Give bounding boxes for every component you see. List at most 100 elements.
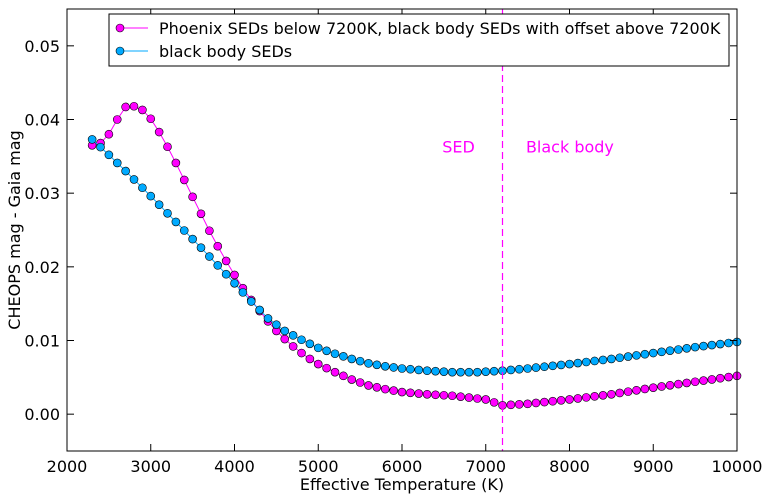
annotations: SED Black body	[442, 138, 614, 157]
series-point-0	[112, 115, 122, 124]
series-point-0	[280, 334, 290, 344]
series-point-1	[104, 150, 114, 160]
series-point-0	[355, 378, 365, 387]
series-point-0	[707, 375, 717, 384]
series-point-0	[213, 241, 223, 251]
series-point-1	[138, 183, 147, 193]
series-point-1	[573, 358, 583, 368]
series-point-1	[205, 252, 214, 261]
series-point-0	[171, 158, 181, 168]
series-point-1	[339, 352, 348, 361]
series-point-0	[715, 373, 725, 383]
series-point-1	[481, 367, 491, 376]
series-point-0	[665, 380, 675, 390]
series-point-1	[355, 356, 365, 366]
annotation-label: SED	[442, 138, 475, 157]
y-tick-label: 0.00	[24, 405, 60, 424]
series-point-0	[632, 385, 641, 395]
series-point-0	[188, 192, 197, 202]
series-point-1	[473, 367, 482, 377]
y-axis-title: CHEOPS mag - Gaia mag	[5, 130, 24, 329]
x-tick-label: 3000	[130, 457, 171, 476]
series-point-0	[657, 382, 666, 391]
x-tick-label: 7000	[465, 457, 506, 476]
series-point-1	[154, 200, 164, 210]
series-point-0	[163, 142, 172, 152]
series-point-0	[506, 400, 516, 410]
series-point-1	[565, 359, 574, 369]
series-point-0	[690, 377, 700, 387]
y-tick-label: 0.03	[24, 184, 60, 203]
series-point-0	[473, 394, 482, 403]
series-point-1	[112, 158, 122, 168]
series-point-0	[347, 375, 357, 384]
series-point-0	[556, 396, 566, 405]
series-point-1	[297, 335, 306, 345]
series-point-0	[121, 102, 130, 112]
x-tick-label: 6000	[382, 457, 423, 476]
series-point-1	[422, 366, 432, 376]
series-point-0	[372, 382, 382, 392]
series-point-0	[615, 388, 625, 398]
series-point-0	[146, 114, 156, 124]
series-point-1	[364, 359, 373, 368]
y-tick-label: 0.02	[24, 258, 60, 277]
series-point-1	[380, 361, 390, 371]
series-point-0	[339, 371, 348, 381]
legend: Phoenix SEDs below 7200K, black body SED…	[108, 13, 730, 67]
series-point-0	[581, 393, 591, 402]
series-point-1	[590, 356, 599, 366]
series-point-0	[406, 388, 415, 398]
series-point-0	[138, 105, 147, 115]
series-point-0	[205, 226, 214, 236]
series-point-1	[96, 142, 105, 152]
series-point-1	[674, 345, 683, 354]
series-point-0	[674, 379, 683, 389]
series-point-0	[313, 359, 323, 369]
series-point-1	[531, 363, 541, 372]
annotation-label: Black body	[526, 138, 614, 157]
series-point-0	[548, 396, 558, 406]
legend-box	[108, 13, 730, 67]
series-point-1	[330, 349, 340, 359]
series-point-1	[179, 226, 189, 235]
series-point-0	[540, 397, 549, 407]
series-point-0	[129, 101, 139, 111]
series-point-1	[607, 354, 616, 364]
series-point-1	[238, 288, 248, 297]
series-point-1	[129, 175, 139, 184]
series-point-0	[322, 363, 331, 373]
series-point-1	[305, 339, 315, 349]
series-point-0	[523, 399, 532, 409]
series-point-1	[648, 348, 658, 358]
y-tick-label: 0.01	[24, 332, 60, 351]
series-point-0	[288, 342, 298, 351]
series-point-0	[104, 129, 114, 139]
series-point-1	[163, 209, 172, 218]
series-point-0	[489, 398, 499, 407]
plot-marks	[87, 9, 742, 451]
series-point-1	[598, 355, 608, 365]
series-point-1	[146, 191, 156, 201]
series-point-0	[364, 381, 373, 390]
series-point-1	[246, 297, 256, 306]
series-point-0	[565, 395, 574, 404]
series-point-0	[481, 395, 491, 404]
series-point-1	[632, 351, 641, 360]
x-tick-label: 2000	[47, 457, 88, 476]
series-point-1	[456, 367, 465, 377]
series-point-1	[690, 342, 700, 352]
series-point-1	[414, 365, 424, 375]
x-axis-title: Effective Temperature (K)	[300, 475, 504, 494]
series-point-0	[640, 384, 650, 394]
series-point-1	[230, 278, 239, 288]
series-point-0	[439, 390, 449, 400]
series-point-1	[623, 352, 633, 361]
series-point-1	[272, 320, 281, 329]
series-point-1	[213, 261, 223, 270]
series-point-1	[615, 353, 625, 363]
series-point-1	[431, 366, 440, 376]
series-point-1	[313, 343, 323, 353]
series-point-1	[372, 360, 382, 370]
